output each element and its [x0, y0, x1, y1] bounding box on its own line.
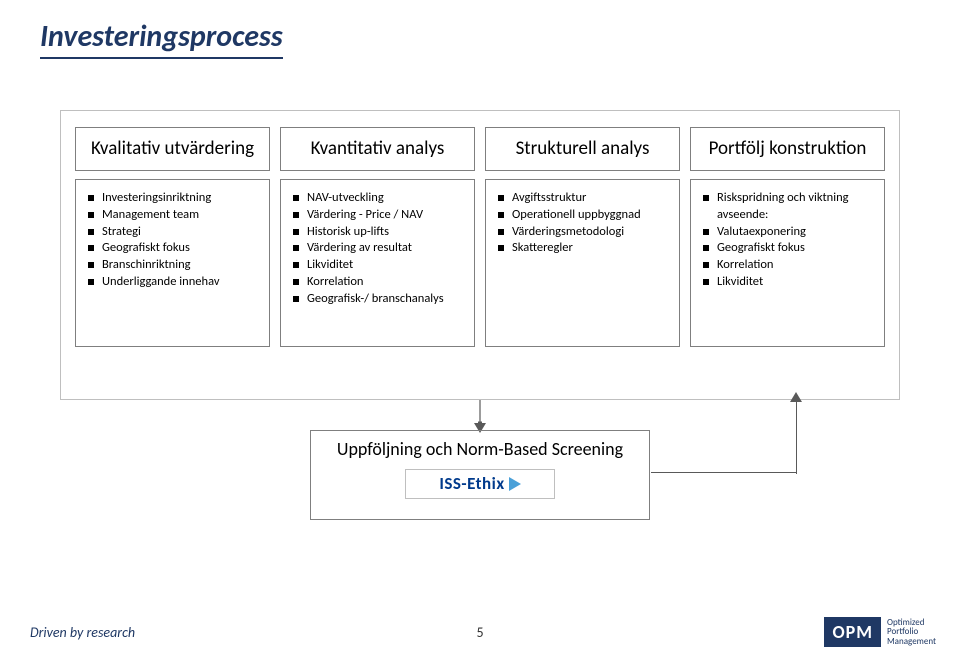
col-list-1-ul: NAV-utvecklingVärdering - Price / NAVHis…: [289, 190, 466, 308]
list-item: Geografiskt fokus: [699, 240, 876, 257]
list-item-text: Geografiskt fokus: [102, 240, 261, 257]
list-item: Likviditet: [699, 274, 876, 291]
footer-left-text: Driven by research: [30, 624, 135, 641]
bullet-square-icon: [498, 229, 504, 235]
list-item-text: Korrelation: [717, 257, 876, 274]
list-item: Historisk up-lifts: [289, 224, 466, 241]
col-list-0-ul: InvesteringsinriktningManagement teamStr…: [84, 190, 261, 291]
list-item-text: Riskspridning och viktning avseende:: [717, 190, 876, 224]
bullet-square-icon: [88, 262, 94, 268]
bullet-square-icon: [293, 279, 299, 285]
list-item: Skatteregler: [494, 240, 671, 257]
col-list-2-ul: AvgiftsstrukturOperationell uppbyggnadVä…: [494, 190, 671, 258]
col-list-3-ul: Riskspridning och viktning avseende:Valu…: [699, 190, 876, 291]
col-list-3: Riskspridning och viktning avseende:Valu…: [690, 179, 885, 347]
bullet-square-icon: [293, 262, 299, 268]
list-item-text: Branschinriktning: [102, 257, 261, 274]
bullet-square-icon: [88, 212, 94, 218]
list-item: Operationell uppbyggnad: [494, 207, 671, 224]
col-heading-3: Portfölj konstruktion: [690, 127, 885, 171]
list-item: Värdering av resultat: [289, 240, 466, 257]
list-item: Investeringsinriktning: [84, 190, 261, 207]
list-item-text: Investeringsinriktning: [102, 190, 261, 207]
opm-abbr: OPM: [824, 617, 881, 647]
bullet-square-icon: [88, 229, 94, 235]
headings-row: Kvalitativ utvärdering Kvantitativ analy…: [61, 111, 899, 171]
bullet-square-icon: [703, 229, 709, 235]
bullet-square-icon: [88, 195, 94, 201]
col-list-0: InvesteringsinriktningManagement teamStr…: [75, 179, 270, 347]
bullet-square-icon: [498, 212, 504, 218]
arrow-up-segment: [796, 400, 797, 474]
bullet-square-icon: [703, 195, 709, 201]
list-item: Strategi: [84, 224, 261, 241]
list-item-text: Management team: [102, 207, 261, 224]
col-heading-2: Strukturell analys: [485, 127, 680, 171]
iss-ethix-logo: ISS-Ethix: [405, 469, 555, 499]
process-outer-box: Kvalitativ utvärdering Kvantitativ analy…: [60, 110, 900, 400]
list-item-text: Historisk up-lifts: [307, 224, 466, 241]
bullet-square-icon: [498, 245, 504, 251]
opm-line-2: Management: [887, 637, 936, 646]
list-item: Management team: [84, 207, 261, 224]
bullet-square-icon: [88, 279, 94, 285]
list-item: Geografisk-/ branschanalys: [289, 291, 466, 308]
list-item: Korrelation: [289, 274, 466, 291]
list-item-text: Operationell uppbyggnad: [512, 207, 671, 224]
list-item: Riskspridning och viktning avseende:: [699, 190, 876, 224]
list-item: Avgiftsstruktur: [494, 190, 671, 207]
bullet-square-icon: [293, 245, 299, 251]
list-item: Branschinriktning: [84, 257, 261, 274]
list-item-text: Likviditet: [307, 257, 466, 274]
slide: Investeringsprocess Kvalitativ utvärderi…: [0, 0, 960, 657]
list-item: Underliggande innehav: [84, 274, 261, 291]
list-item: Valutaexponering: [699, 224, 876, 241]
bullet-square-icon: [293, 229, 299, 235]
bullet-square-icon: [498, 195, 504, 201]
bullet-square-icon: [293, 296, 299, 302]
arrow-right-segment: [651, 472, 796, 473]
list-item-text: Likviditet: [717, 274, 876, 291]
list-item: NAV-utveckling: [289, 190, 466, 207]
bullet-square-icon: [293, 195, 299, 201]
slide-title: Investeringsprocess: [40, 18, 283, 59]
screening-box: Uppföljning och Norm-Based Screening ISS…: [310, 430, 650, 520]
list-item-text: NAV-utveckling: [307, 190, 466, 207]
list-item-text: Underliggande innehav: [102, 274, 261, 291]
bullet-square-icon: [703, 245, 709, 251]
list-item: Värdering - Price / NAV: [289, 207, 466, 224]
col-heading-0: Kvalitativ utvärdering: [75, 127, 270, 171]
lists-row: InvesteringsinriktningManagement teamStr…: [61, 171, 899, 347]
col-list-2: AvgiftsstrukturOperationell uppbyggnadVä…: [485, 179, 680, 347]
arrowhead-up-icon: [790, 392, 802, 402]
triangle-icon: [509, 477, 521, 491]
list-item-text: Skatteregler: [512, 240, 671, 257]
bullet-square-icon: [703, 279, 709, 285]
list-item-text: Värdering av resultat: [307, 240, 466, 257]
bullet-square-icon: [703, 262, 709, 268]
list-item-text: Avgiftsstruktur: [512, 190, 671, 207]
list-item: Likviditet: [289, 257, 466, 274]
col-list-1: NAV-utvecklingVärdering - Price / NAVHis…: [280, 179, 475, 347]
list-item-text: Korrelation: [307, 274, 466, 291]
iss-ethix-text: ISS-Ethix: [439, 473, 504, 494]
list-item-text: Geografiskt fokus: [717, 240, 876, 257]
screening-title: Uppföljning och Norm-Based Screening: [321, 439, 639, 461]
page-number: 5: [476, 624, 483, 641]
col-heading-1: Kvantitativ analys: [280, 127, 475, 171]
list-item-text: Värdering - Price / NAV: [307, 207, 466, 224]
list-item: Korrelation: [699, 257, 876, 274]
list-item-text: Valutaexponering: [717, 224, 876, 241]
bullet-square-icon: [293, 212, 299, 218]
opm-full: Optimized Portfolio Management: [887, 618, 936, 646]
list-item-text: Värderingsmetodologi: [512, 224, 671, 241]
list-item: Geografiskt fokus: [84, 240, 261, 257]
list-item-text: Strategi: [102, 224, 261, 241]
bullet-square-icon: [88, 245, 94, 251]
list-item-text: Geografisk-/ branschanalys: [307, 291, 466, 308]
footer-right-logo: OPM Optimized Portfolio Management: [824, 617, 936, 647]
list-item: Värderingsmetodologi: [494, 224, 671, 241]
